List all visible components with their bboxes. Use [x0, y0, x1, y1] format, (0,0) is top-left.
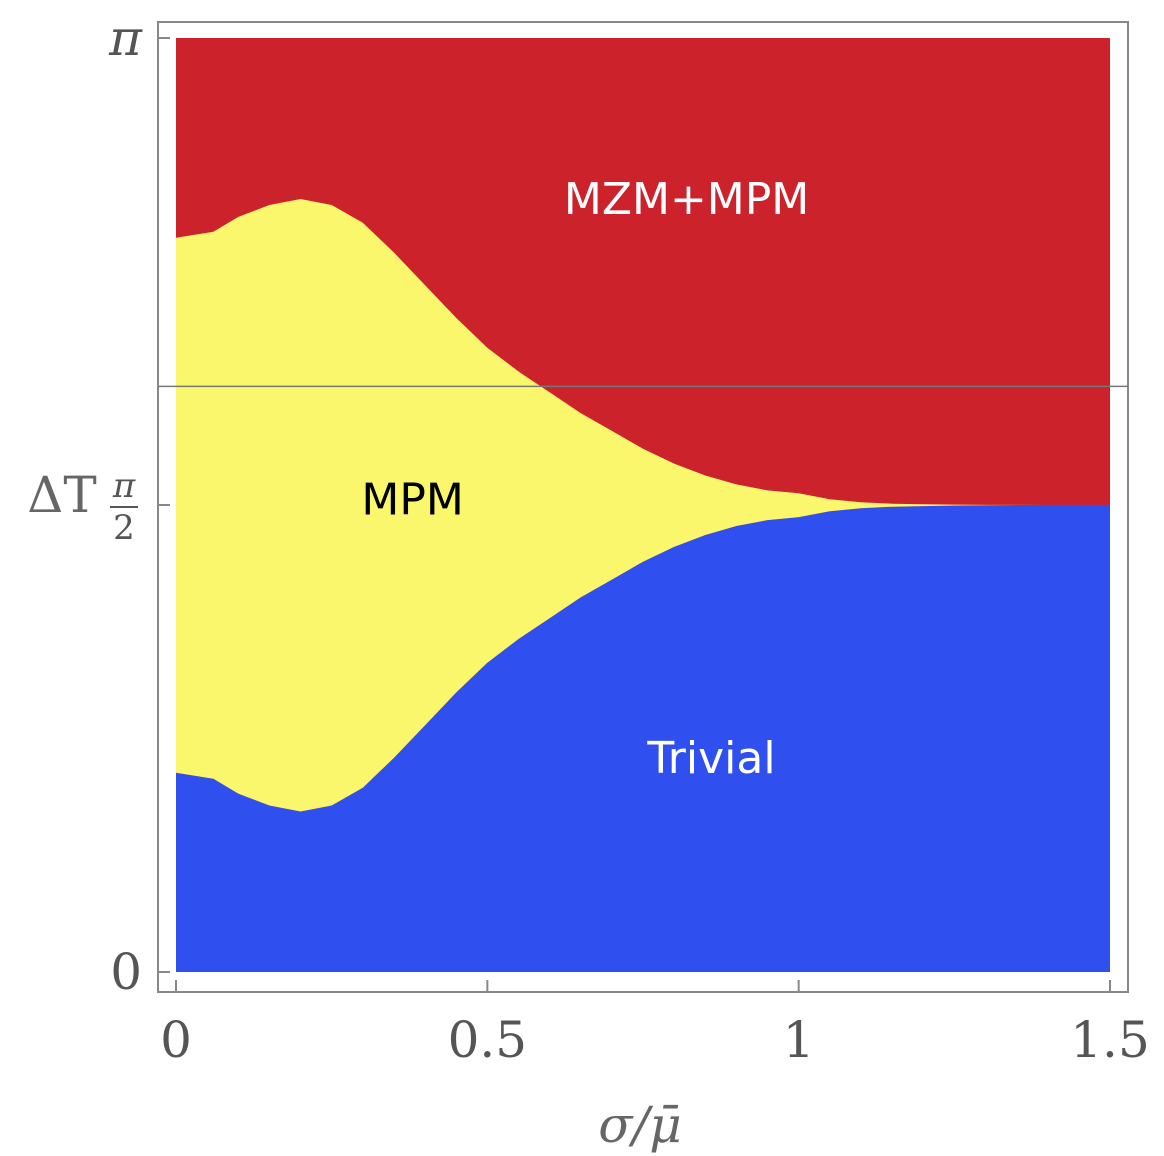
y-tick-label: π — [108, 9, 143, 67]
y-axis-title: ΔT — [27, 466, 96, 524]
y-tick-label-denominator: 2 — [113, 508, 135, 548]
region-mpm — [176, 199, 1110, 812]
y-tick-label-numerator: π — [112, 466, 136, 506]
x-tick-label: 1.5 — [1070, 1011, 1150, 1069]
region-label: MZM+MPM — [564, 174, 809, 225]
region-trivial — [176, 504, 1110, 972]
x-axis-title: σ/μ̄ — [598, 1096, 681, 1154]
x-tick-label: 0.5 — [448, 1011, 528, 1069]
plot-regions — [176, 38, 1110, 972]
region-label: MPM — [361, 474, 463, 525]
x-tick-label: 0 — [160, 1011, 192, 1069]
region-labels: MZM+MPM MPM Trivial — [361, 174, 809, 784]
plot-frame — [157, 21, 1129, 993]
y-tick-label: 0 — [110, 943, 142, 1001]
x-axis-ticks: 0 0.5 1 1.5 — [160, 980, 1150, 1069]
region-label: Trivial — [646, 733, 775, 784]
x-tick-label: 1 — [783, 1011, 815, 1069]
